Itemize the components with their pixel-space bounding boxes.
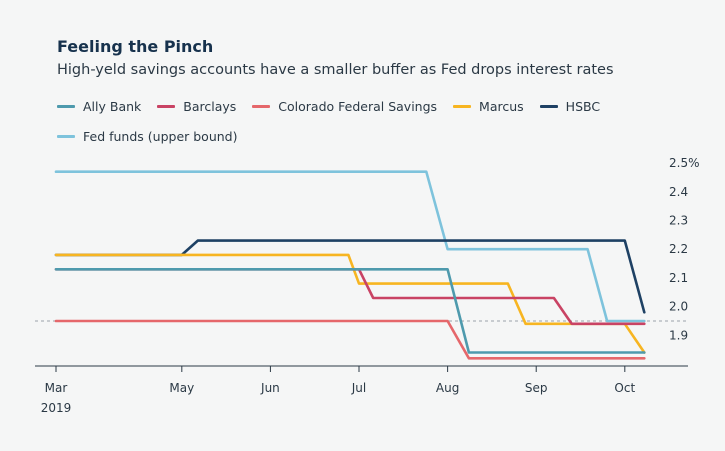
y-tick-label: 2.3 xyxy=(669,214,688,228)
legend-swatch xyxy=(252,104,271,108)
legend-item: Marcus xyxy=(453,96,524,116)
y-tick-label: 2.4 xyxy=(669,185,688,199)
axis-layer: Mar 2019 May Jun Jul Aug Sep Oct 2.5% 2.4 2.3 2.2 2.… xyxy=(35,156,700,415)
legend-item: Ally Bank xyxy=(57,96,141,116)
legend-item: Fed funds (upper bound) xyxy=(57,126,237,146)
series-line xyxy=(54,319,646,360)
y-tick-label: 2.5% xyxy=(669,156,700,170)
legend-item: Barclays xyxy=(157,96,236,116)
y-tick-label: 2.0 xyxy=(669,300,688,314)
legend-item: HSBC xyxy=(539,96,601,116)
legend-swatch xyxy=(157,104,176,108)
x-tick-label: May xyxy=(169,381,194,395)
legend-swatch xyxy=(57,104,75,108)
x-tick-label: Oct xyxy=(614,381,635,395)
x-tick-label: Mar xyxy=(45,381,68,395)
series-layer xyxy=(54,170,646,360)
y-tick-label: 2.1 xyxy=(669,271,688,285)
legend-label: Ally Bank xyxy=(83,98,142,114)
x-tick-label: Jun xyxy=(260,381,280,395)
legend-label: Marcus xyxy=(479,98,524,114)
chart-subtitle: High-yeld savings accounts have a smalle… xyxy=(57,62,614,78)
legend-item: Colorado Federal Savings xyxy=(252,96,437,116)
series-line xyxy=(54,170,646,323)
x-tick-sublabel: 2019 xyxy=(41,401,72,415)
series-line xyxy=(54,267,646,326)
chart-title: Feeling the Pinch xyxy=(57,37,214,56)
chart-legend: Ally Bank Barclays Colorado Federal Saving… xyxy=(57,96,697,146)
series-line xyxy=(54,267,646,354)
x-tick-label: Sep xyxy=(525,381,548,395)
legend-label: Barclays xyxy=(183,98,237,114)
legend-swatch xyxy=(453,104,472,108)
y-tick-label: 1.9 xyxy=(669,328,688,342)
legend-swatch xyxy=(539,104,558,108)
x-tick-label: Jul xyxy=(351,381,366,395)
legend-label: Fed funds (upper bound) xyxy=(83,128,238,144)
x-tick-label: Aug xyxy=(436,381,459,395)
legend-label: Colorado Federal Savings xyxy=(278,98,438,114)
legend-label: HSBC xyxy=(565,98,601,114)
y-tick-label: 2.2 xyxy=(669,242,688,256)
legend-swatch xyxy=(57,134,75,138)
